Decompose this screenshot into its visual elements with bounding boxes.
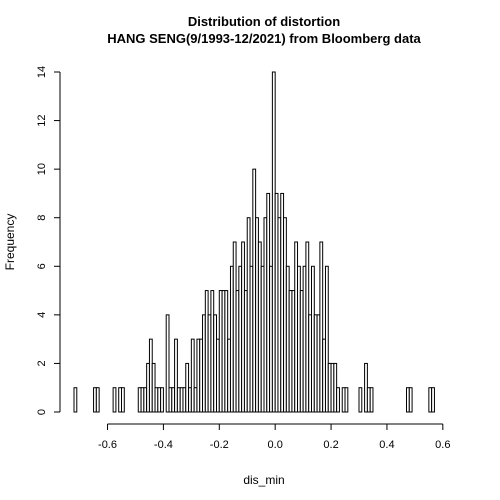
x-tick-label: -0.2 <box>210 439 229 451</box>
x-tick-label: 0.2 <box>323 439 338 451</box>
y-tick-label: 0 <box>36 409 48 415</box>
x-tick-label: 0.6 <box>435 439 450 451</box>
histogram-bar <box>337 388 340 412</box>
histogram-bar <box>122 388 125 412</box>
y-axis-label: Frequency <box>3 214 17 271</box>
x-tick-label: -0.6 <box>98 439 117 451</box>
y-tick-label: 12 <box>36 114 48 126</box>
chart-title: Distribution of distortion <box>188 14 340 29</box>
x-axis-label: dis_min <box>243 473 284 487</box>
histogram-bar <box>113 388 116 412</box>
histogram-bar <box>96 388 99 412</box>
histogram-bar <box>161 388 164 412</box>
bars-group <box>74 72 434 412</box>
histogram-bar <box>359 388 362 412</box>
y-tick-label: 4 <box>36 312 48 318</box>
x-tick-label: 0.0 <box>268 439 283 451</box>
histogram-bar <box>74 388 77 412</box>
histogram-bar <box>370 388 373 412</box>
y-tick-label: 2 <box>36 360 48 366</box>
chart-subtitle: HANG SENG(9/1993-12/2021) from Bloomberg… <box>107 31 421 46</box>
histogram-bar <box>345 388 348 412</box>
y-tick-label: 8 <box>36 215 48 221</box>
y-tick-label: 14 <box>36 66 48 78</box>
histogram-bar <box>409 388 412 412</box>
x-tick-label: -0.4 <box>154 439 173 451</box>
x-tick-label: 0.4 <box>379 439 394 451</box>
x-axis: -0.6 -0.4 -0.2 0.0 0.2 0.4 0.6 <box>98 424 450 451</box>
histogram-bar <box>432 388 435 412</box>
y-tick-label: 10 <box>36 163 48 175</box>
y-axis: 0 2 4 6 8 10 12 14 <box>36 66 60 415</box>
y-tick-label: 6 <box>36 263 48 269</box>
